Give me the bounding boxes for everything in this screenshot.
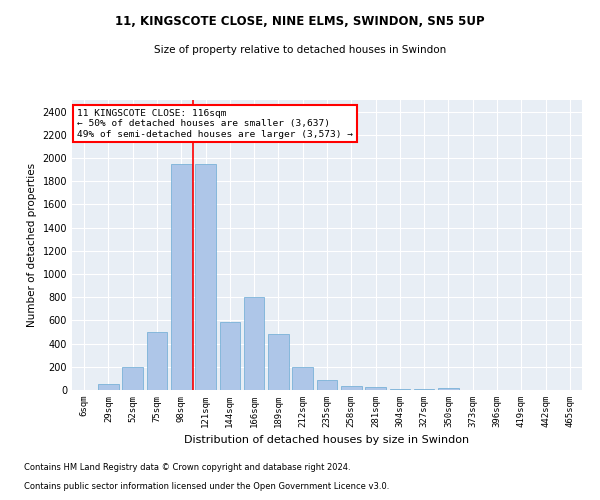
Text: 11 KINGSCOTE CLOSE: 116sqm
← 50% of detached houses are smaller (3,637)
49% of s: 11 KINGSCOTE CLOSE: 116sqm ← 50% of deta…	[77, 108, 353, 138]
Bar	[171, 164, 191, 390]
Bar	[341, 386, 362, 390]
Bar	[389, 389, 410, 390]
Bar	[244, 297, 265, 390]
Bar	[146, 332, 167, 390]
Text: Contains public sector information licensed under the Open Government Licence v3: Contains public sector information licen…	[24, 482, 389, 491]
Bar	[98, 384, 119, 390]
Bar	[268, 334, 289, 390]
Bar	[195, 164, 216, 390]
Text: Contains HM Land Registry data © Crown copyright and database right 2024.: Contains HM Land Registry data © Crown c…	[24, 464, 350, 472]
Bar	[220, 322, 240, 390]
Bar	[317, 380, 337, 390]
Bar	[365, 387, 386, 390]
Bar	[122, 367, 143, 390]
Bar	[438, 388, 459, 390]
Bar	[292, 367, 313, 390]
Text: 11, KINGSCOTE CLOSE, NINE ELMS, SWINDON, SN5 5UP: 11, KINGSCOTE CLOSE, NINE ELMS, SWINDON,…	[115, 15, 485, 28]
Y-axis label: Number of detached properties: Number of detached properties	[27, 163, 37, 327]
X-axis label: Distribution of detached houses by size in Swindon: Distribution of detached houses by size …	[184, 436, 470, 446]
Text: Size of property relative to detached houses in Swindon: Size of property relative to detached ho…	[154, 45, 446, 55]
